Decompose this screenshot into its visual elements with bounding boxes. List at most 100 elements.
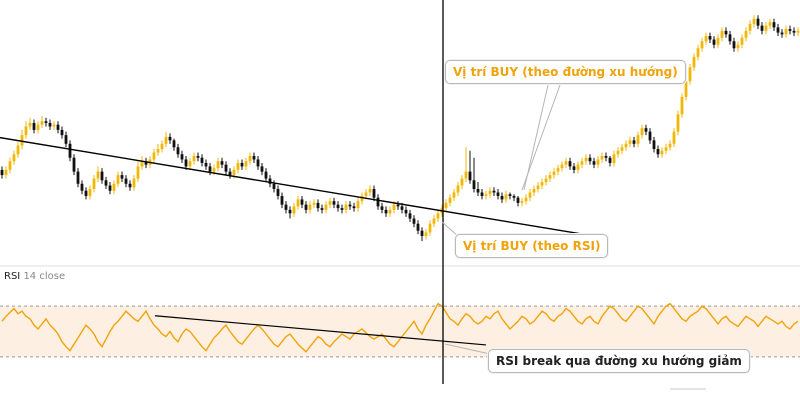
candle-body <box>488 190 492 195</box>
candle-body <box>680 96 684 115</box>
candle-body <box>616 150 620 155</box>
candle-body <box>572 166 576 170</box>
candle-body <box>644 128 648 132</box>
buy-rsi-callout: Vị trí BUY (theo RSI) <box>455 234 609 258</box>
candle-body <box>388 209 392 214</box>
candle-body <box>144 161 148 165</box>
candle-body <box>692 56 696 68</box>
rsi-indicator-name: RSI <box>4 271 21 282</box>
candle-body <box>276 189 280 196</box>
candle-body <box>368 189 372 193</box>
candle-body <box>356 201 360 209</box>
candle-body <box>612 154 616 163</box>
candle-body <box>252 155 256 160</box>
candle-body <box>736 44 740 49</box>
candle-body <box>196 155 200 158</box>
candle-body <box>744 30 748 38</box>
candle-body <box>316 202 320 209</box>
candle-body <box>512 195 516 198</box>
candle-body <box>80 183 84 191</box>
candle-body <box>112 183 116 191</box>
buy-trend-callout: Vị trí BUY (theo đường xu hướng) <box>445 60 686 84</box>
candle-body <box>312 202 316 205</box>
candle-body <box>220 161 224 165</box>
candle-body <box>380 206 384 210</box>
candle-body <box>664 147 668 151</box>
candle-body <box>108 185 112 191</box>
candle-body <box>676 114 680 132</box>
candle-body <box>104 180 108 186</box>
candle-body <box>480 192 484 196</box>
candle-body <box>260 166 264 172</box>
candle-body <box>436 213 440 219</box>
candle-body <box>532 189 536 193</box>
candle-body <box>152 152 156 160</box>
candle-body <box>184 159 188 167</box>
candle-body <box>444 202 448 209</box>
candle-body <box>704 36 708 42</box>
candle-body <box>200 157 204 163</box>
candle-body <box>320 208 324 210</box>
candle-body <box>264 171 268 179</box>
candle-body <box>592 161 596 165</box>
candle-body <box>724 30 728 35</box>
candle-body <box>36 124 40 130</box>
candle-body <box>624 143 628 148</box>
candle-body <box>452 192 456 198</box>
price-trendline <box>0 136 587 236</box>
candle-body <box>700 41 704 49</box>
candle-body <box>292 206 296 214</box>
candle-body <box>48 122 52 127</box>
candle-body <box>140 161 144 167</box>
candle-body <box>348 204 352 207</box>
candle-body <box>172 140 176 148</box>
candle-body <box>68 143 72 158</box>
candle-body <box>408 213 412 219</box>
candle-body <box>324 204 328 210</box>
candle-body <box>760 25 764 31</box>
candle-body <box>784 29 788 35</box>
candle-body <box>352 206 356 209</box>
candle-body <box>160 143 164 150</box>
rsi-line <box>1 302 799 353</box>
buy-rsi-callout-text: Vị trí BUY (theo RSI) <box>463 239 601 253</box>
candle-body <box>516 197 520 203</box>
candle-body <box>420 230 424 236</box>
candle-body <box>684 81 688 97</box>
candle-body <box>484 194 488 196</box>
candle-body <box>720 30 724 38</box>
candle-body <box>636 135 640 144</box>
candle-body <box>748 23 752 31</box>
candle-body <box>428 223 432 233</box>
candle-body <box>588 157 592 162</box>
candle-body <box>796 30 800 33</box>
candle-body <box>52 124 56 127</box>
candle-body <box>524 197 528 202</box>
candle-body <box>540 182 544 186</box>
candle-body <box>496 192 500 196</box>
candle-body <box>188 161 192 167</box>
rsi-band <box>0 306 800 357</box>
candle-body <box>504 194 508 200</box>
candle-body <box>88 189 92 196</box>
candle-body <box>608 157 612 163</box>
candle-body <box>240 162 244 167</box>
candle-body <box>156 149 160 153</box>
candle-body <box>752 18 756 24</box>
candle-body <box>204 162 208 167</box>
candle-body <box>336 204 340 209</box>
callout-pointer-buy-trend-2 <box>523 84 549 191</box>
candle-body <box>208 166 212 172</box>
candle-body <box>20 135 24 146</box>
candle-body <box>300 199 304 205</box>
candle-body <box>360 195 364 202</box>
candle-body <box>232 169 236 176</box>
candle-body <box>284 204 288 210</box>
candle-body <box>536 185 540 190</box>
candle-body <box>708 36 712 40</box>
candle-body <box>672 131 676 144</box>
candle-body <box>544 178 548 183</box>
candle-body <box>732 41 736 49</box>
candle-body <box>32 122 36 130</box>
candle-body <box>740 37 744 45</box>
